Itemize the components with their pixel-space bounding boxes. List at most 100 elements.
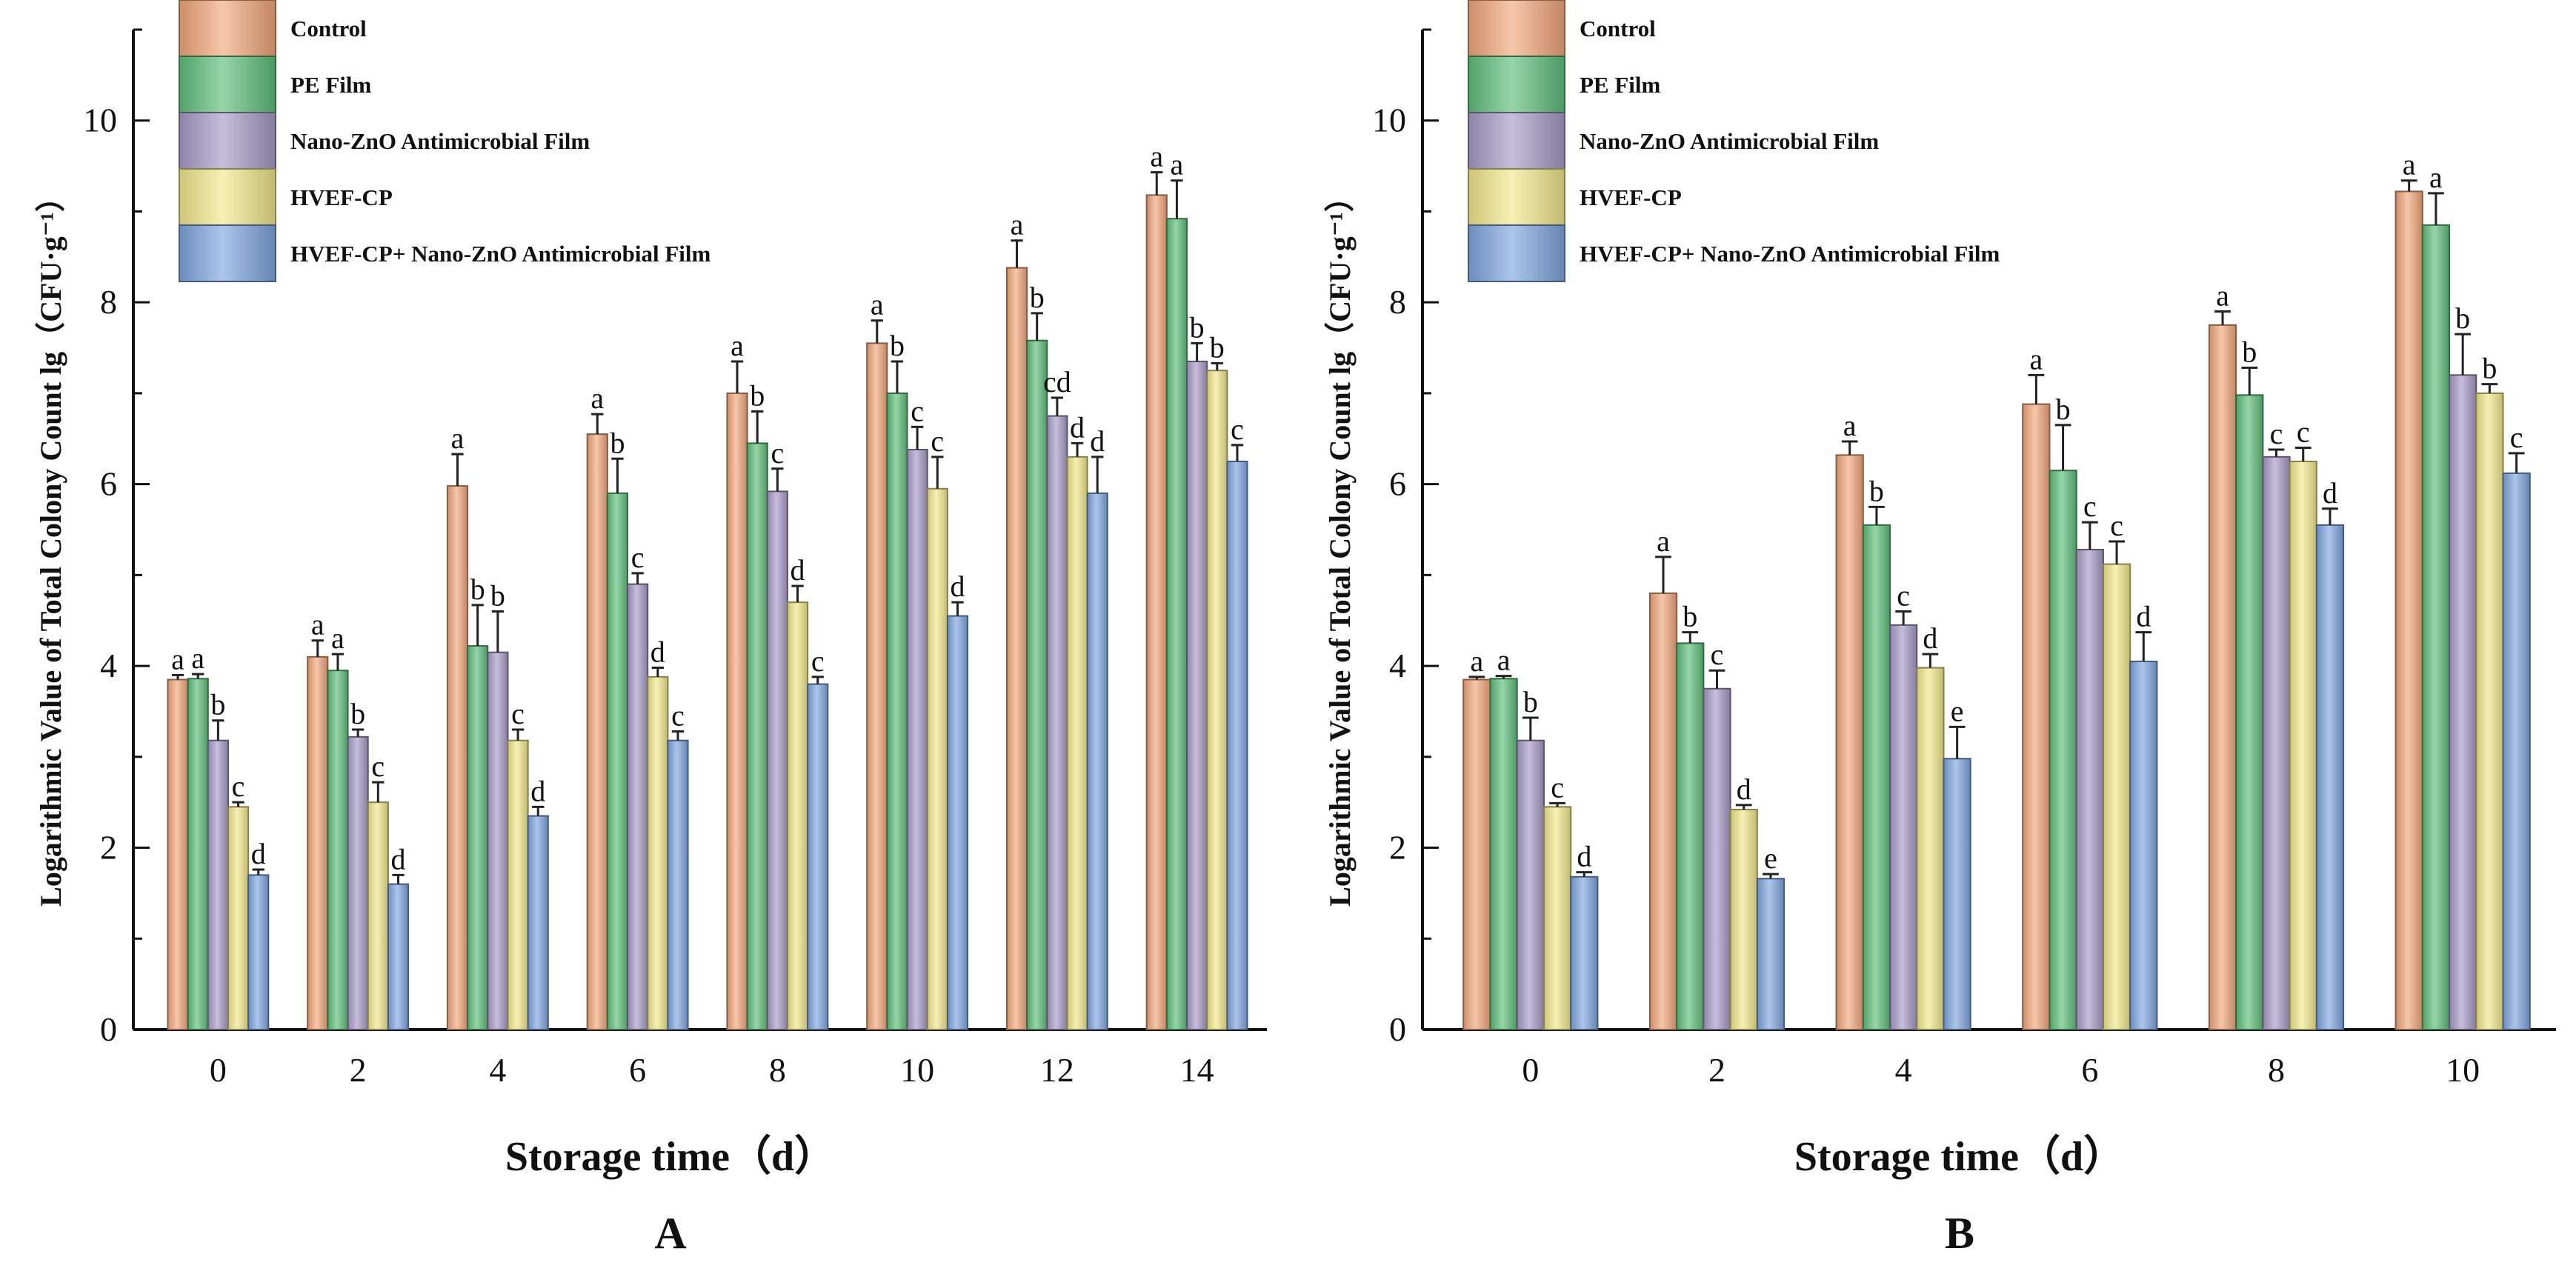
bar (1676, 642, 1705, 1030)
y-tick-label: 6 (100, 465, 117, 503)
legend-label: Control (1580, 16, 1656, 41)
significance-letter: a (1171, 148, 1184, 181)
significance-letter: b (1523, 685, 1538, 718)
bar (2502, 472, 2531, 1030)
legend-swatch (179, 168, 276, 226)
significance-letter: a (1470, 644, 1483, 678)
legend-swatch (1468, 56, 1565, 113)
chart-panel-a: 0 2 4 6 8 10 Logarithmic Value of Total Colony… (0, 0, 1282, 1267)
bar (1226, 460, 1248, 1030)
bar (2049, 470, 2077, 1030)
x-tick-label: 2 (1708, 1051, 1725, 1089)
legend-label: HVEF-CP+ Nano-ZnO Antimicrobial Film (1580, 241, 2000, 267)
legend-swatch (1468, 0, 1565, 57)
bar (586, 433, 608, 1030)
significance-letter: b (750, 378, 765, 412)
bar (2289, 460, 2317, 1030)
significance-letter: b (2482, 352, 2497, 385)
significance-letter: c (1897, 578, 1910, 612)
significance-letter: b (350, 697, 365, 730)
bar (1862, 524, 1891, 1030)
bar (1145, 194, 1168, 1030)
significance-letter: d (251, 837, 266, 870)
bar (886, 392, 908, 1030)
legend-label: Control (290, 16, 367, 41)
y-tick-label: 2 (1389, 829, 1406, 867)
significance-letter: c (511, 697, 525, 730)
bar (1165, 218, 1188, 1031)
bar (1026, 339, 1048, 1030)
significance-letter: a (1150, 140, 1163, 173)
bar (247, 874, 270, 1031)
significance-letter: c (911, 394, 924, 427)
legend-label: HVEF-CP (1580, 184, 1682, 210)
legend-swatch (1468, 112, 1565, 170)
significance-letter: e (1951, 694, 1964, 727)
legend-label: HVEF-CP+ Nano-ZnO Antimicrobial Film (290, 241, 711, 267)
x-tick-label: 6 (2081, 1051, 2098, 1089)
significance-letter: d (1577, 840, 1591, 873)
significance-letter: d (1090, 424, 1105, 458)
panel-label: B (1945, 1209, 1974, 1258)
bar (347, 735, 369, 1030)
significance-letter: a (1011, 208, 1024, 241)
legend-label: HVEF-CP (290, 184, 393, 210)
bar (1916, 667, 1945, 1031)
significance-letter: d (2136, 600, 2151, 633)
x-tick-label: 2 (350, 1051, 367, 1089)
bar (2262, 456, 2291, 1030)
legend-swatch (179, 224, 276, 282)
y-axis-title: Logarithmic Value of Total Colony Count … (1323, 182, 1357, 907)
bar (1835, 454, 1864, 1030)
significance-letter: d (530, 774, 545, 807)
x-tick-label: 0 (1522, 1051, 1539, 1089)
significance-letter: b (210, 688, 225, 721)
bar (2475, 392, 2504, 1030)
y-tick-label: 2 (100, 829, 117, 867)
bar (1756, 878, 1785, 1030)
bar (866, 342, 888, 1030)
significance-letter: b (1869, 474, 1884, 507)
significance-letter: c (1711, 638, 1724, 671)
bar (467, 645, 489, 1030)
significance-letter: b (2056, 393, 2071, 426)
significance-letter: d (1070, 410, 1085, 444)
legend-swatch (1468, 224, 1565, 282)
significance-letter: d (390, 842, 405, 875)
y-tick-label: 4 (1389, 647, 1406, 684)
bar (667, 739, 689, 1031)
significance-letter: a (171, 642, 184, 675)
significance-letter: c (931, 424, 944, 458)
y-tick-label: 10 (1372, 101, 1406, 139)
significance-letter: c (2510, 421, 2523, 454)
bar (227, 806, 250, 1031)
significance-letter: d (1923, 621, 1937, 655)
significance-letter: b (890, 329, 905, 362)
significance-letter: a (2029, 342, 2043, 376)
significance-letter: c (2270, 417, 2283, 450)
bar (1066, 456, 1088, 1030)
significance-letter: e (1764, 841, 1777, 875)
bar (2315, 524, 2345, 1030)
y-tick-label: 8 (1389, 283, 1406, 321)
bar (1943, 758, 1971, 1030)
significance-letter: b (1030, 281, 1045, 314)
x-tick-label: 10 (900, 1051, 934, 1089)
x-tick-label: 10 (2446, 1051, 2480, 1089)
significance-letter: b (470, 573, 485, 606)
x-tick-label: 8 (2268, 1051, 2285, 1089)
bar (786, 601, 809, 1030)
bar (1489, 678, 1518, 1030)
bar (1648, 592, 1678, 1030)
significance-letter: a (2216, 278, 2229, 312)
significance-letter: b (2455, 301, 2470, 335)
chart-a-svg: 0 2 4 6 8 10 Logarithmic Value of Total Colony… (34, 0, 1267, 1258)
significance-letter: a (871, 288, 884, 321)
y-tick-label: 8 (100, 283, 117, 321)
y-axis-title: Logarithmic Value of Total Colony Count … (34, 182, 67, 907)
bar (387, 883, 410, 1030)
panel-label: A (654, 1209, 686, 1258)
bar (487, 651, 509, 1030)
significance-letter: c (771, 436, 784, 470)
bar (906, 449, 928, 1030)
